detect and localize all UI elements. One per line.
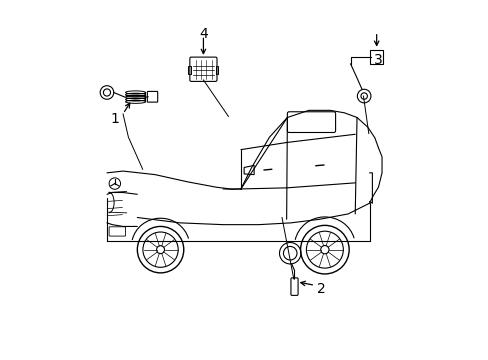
Text: 2: 2 bbox=[316, 282, 325, 296]
Bar bbox=[215, 66, 218, 73]
Text: 1: 1 bbox=[110, 112, 120, 126]
Text: 3: 3 bbox=[373, 53, 382, 67]
Text: 4: 4 bbox=[199, 27, 207, 41]
Bar bbox=[188, 66, 191, 73]
